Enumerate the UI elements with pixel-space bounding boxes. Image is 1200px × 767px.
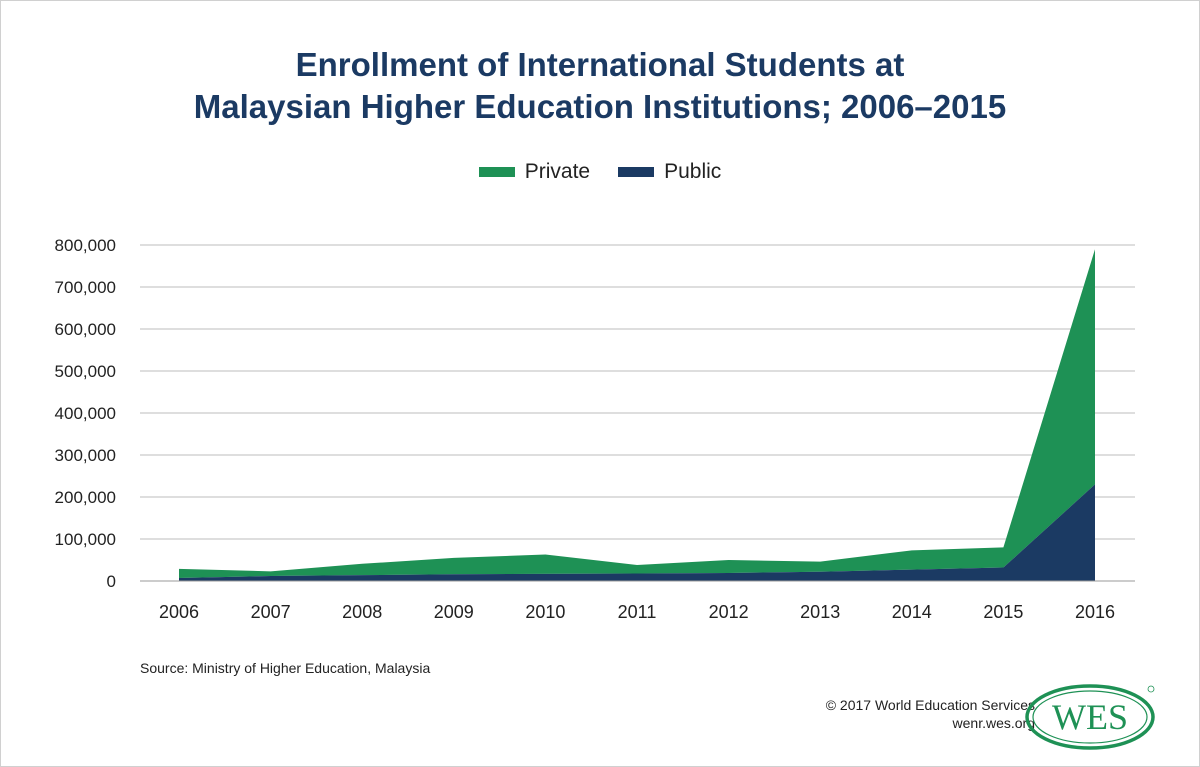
legend-item-public: Public <box>618 160 721 184</box>
source-note: Source: Ministry of Higher Education, Ma… <box>140 660 431 676</box>
x-tick-label: 2015 <box>983 602 1023 622</box>
y-tick-label: 200,000 <box>55 488 116 507</box>
legend-swatch-public <box>618 167 655 177</box>
y-tick-label: 600,000 <box>55 320 116 339</box>
y-tick-label: 700,000 <box>55 278 116 297</box>
y-tick-label: 400,000 <box>55 404 116 423</box>
x-tick-label: 2007 <box>251 602 291 622</box>
wes-logo: WES <box>1025 684 1155 750</box>
legend-swatch-private <box>478 167 515 177</box>
chart-title-line-1: Enrollment of International Students at <box>295 46 905 83</box>
x-tick-label: 2016 <box>1075 602 1115 622</box>
area-series-public <box>179 484 1095 581</box>
y-tick-label: 0 <box>107 572 116 591</box>
y-tick-label: 800,000 <box>55 236 116 255</box>
website-link[interactable]: wenr.wes.org <box>952 715 1035 731</box>
x-tick-label: 2013 <box>800 602 840 622</box>
x-tick-label: 2012 <box>709 602 749 622</box>
copyright-text: © 2017 World Education Services <box>825 697 1035 713</box>
y-tick-label: 100,000 <box>55 530 116 549</box>
x-tick-label: 2014 <box>892 602 932 622</box>
chart-title: Enrollment of International Students at … <box>0 44 1200 128</box>
x-tick-label: 2008 <box>342 602 382 622</box>
copyright-block: © 2017 World Education Services wenr.wes… <box>826 696 1035 732</box>
wes-logo-text: WES <box>1052 697 1128 737</box>
legend-label-private: Private <box>524 160 591 183</box>
x-tick-label: 2011 <box>618 602 657 622</box>
chart-title-line-2: Malaysian Higher Education Institutions;… <box>193 88 1007 125</box>
x-tick-label: 2009 <box>434 602 474 622</box>
area-series-private <box>179 249 1095 579</box>
x-tick-label: 2010 <box>525 602 565 622</box>
y-tick-label: 300,000 <box>55 446 116 465</box>
legend-label-public: Public <box>664 160 722 183</box>
legend-item-private: Private <box>478 160 591 184</box>
y-tick-label: 500,000 <box>55 362 116 381</box>
chart-legend: Private Public <box>0 160 1200 184</box>
x-tick-label: 2006 <box>159 602 199 622</box>
